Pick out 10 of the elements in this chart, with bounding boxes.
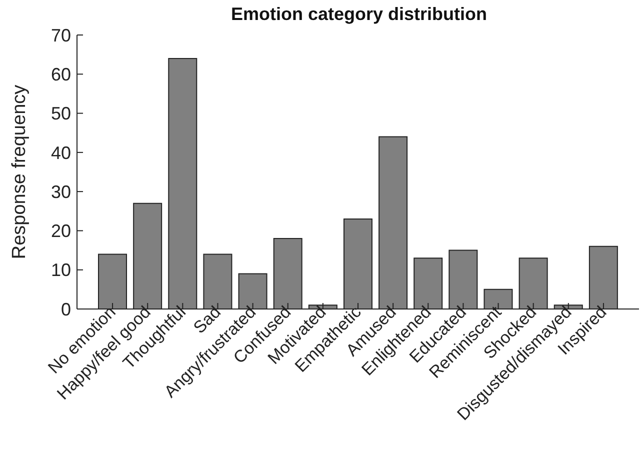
y-tick-label: 60 (50, 64, 71, 85)
y-tick-label: 30 (50, 182, 71, 202)
y-tick-label: 20 (50, 221, 71, 242)
y-tick-label: 0 (60, 299, 71, 320)
y-tick-label: 10 (50, 260, 71, 280)
y-tick-label: 70 (50, 25, 71, 46)
chart-title: Emotion category distribution (230, 4, 488, 25)
y-tick-label: 50 (50, 104, 71, 124)
y-tick-label: 40 (50, 142, 71, 163)
y-axis-title: Response frequency (9, 84, 31, 260)
